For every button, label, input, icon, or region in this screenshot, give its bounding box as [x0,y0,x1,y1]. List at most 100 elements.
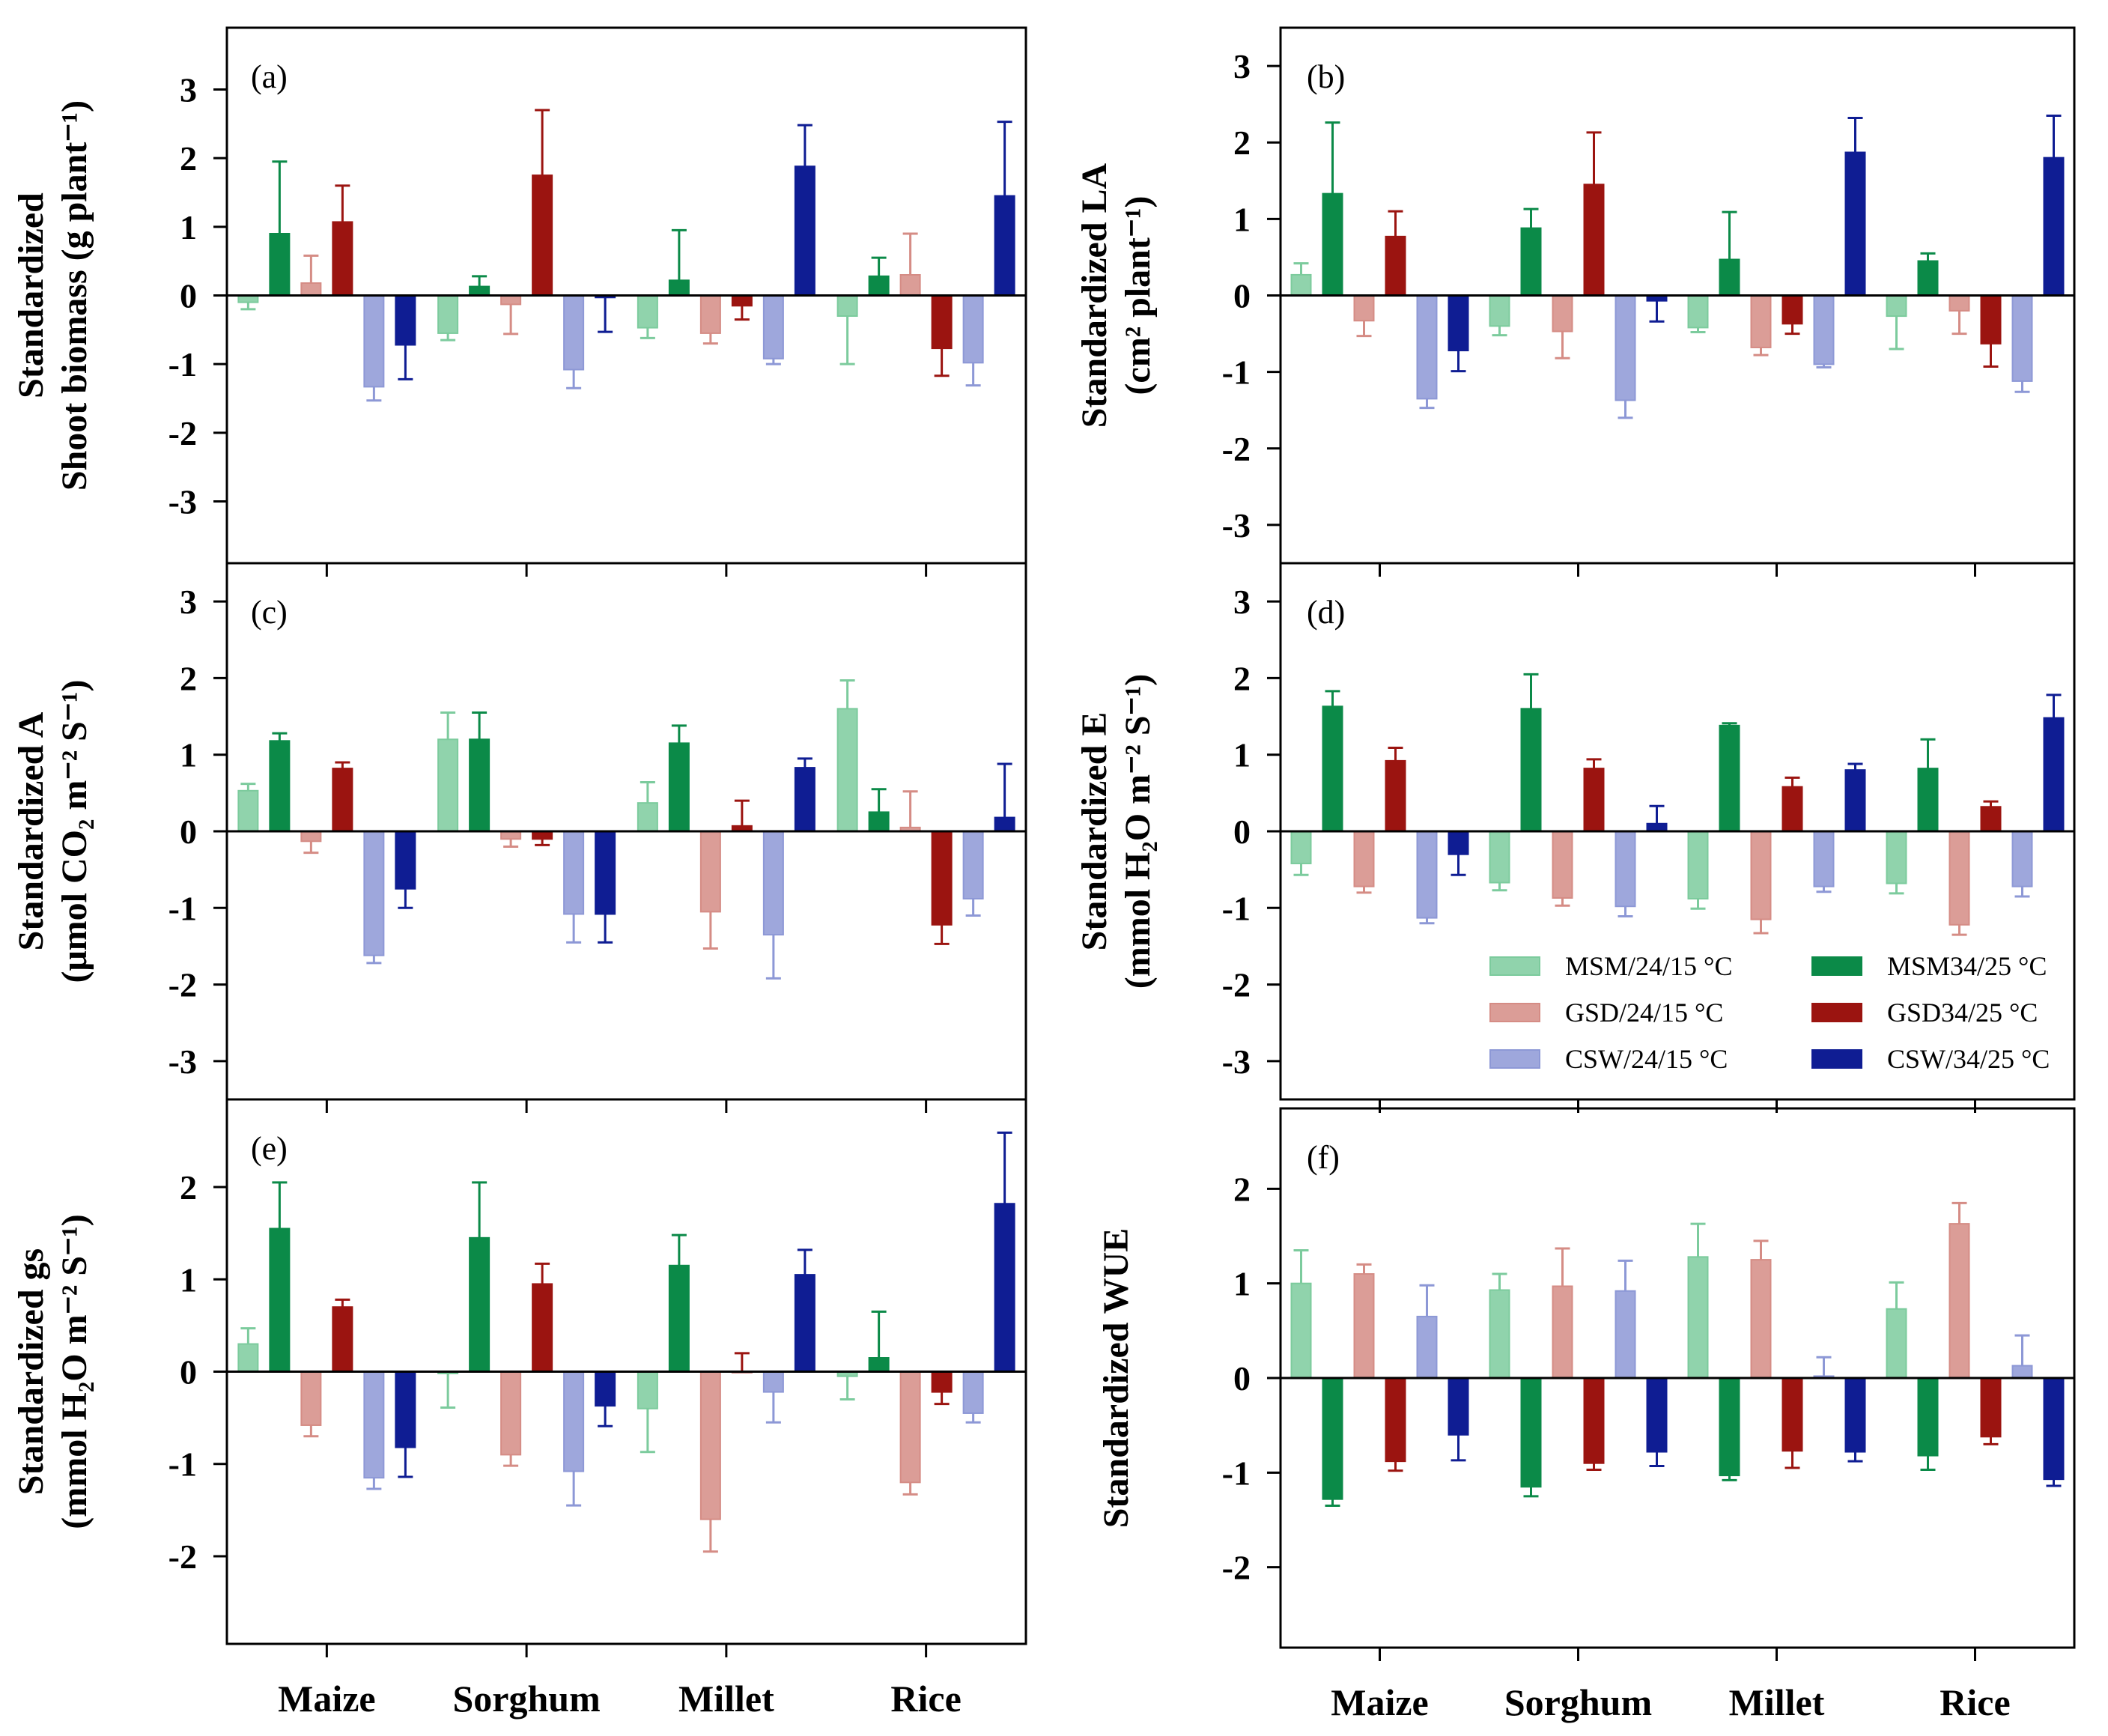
bar-c-csw-24-15-c-millet [762,831,784,936]
legend-swatch [1811,956,1862,976]
panel-tag: (e) [251,1130,288,1167]
bar-c-msm-24-15-c-maize [237,789,259,833]
bar-d-msm-24-15-c-maize [1290,831,1312,864]
bar-b-msm-24-15-c-sorghum [1489,294,1510,327]
y-tick-label: -3 [1222,1042,1251,1081]
y-tick-label: 3 [180,583,197,621]
y-tick-label: -3 [1222,506,1251,544]
category-label-rice: Rice [1940,1681,2010,1723]
bar-c-csw-24-15-c-rice [962,831,984,900]
bar-b-gsd34-25-c-sorghum [1583,183,1605,297]
bar-d-gsd-24-15-c-sorghum [1552,831,1573,899]
y-tick-label: 2 [180,139,197,177]
legend-label: MSM/24/15 °C [1565,951,1732,981]
bar-e-msm34-25-c-maize [269,1227,291,1373]
bar-f-gsd-24-15-c-maize [1353,1273,1375,1379]
bar-d-msm-24-15-c-sorghum [1489,831,1510,884]
y-axis-label-line: (cm² plant⁻¹) [1118,195,1158,395]
bar-f-gsd34-25-c-sorghum [1583,1377,1605,1464]
panel-a: -3 -2 -1 0 1 2 3 (a) Standardized Shoot biomass (… [11,26,1027,577]
bar-d-csw-34-25-c-sorghum [1646,822,1668,833]
bar-f-msm-24-15-c-rice [1886,1308,1907,1379]
panel-tag: (d) [1307,594,1345,631]
bar-e-msm-24-15-c-maize [237,1343,259,1373]
bar-a-gsd34-25-c-sorghum [532,174,553,297]
y-tick-label: 3 [1233,47,1251,85]
bar-b-msm-24-15-c-rice [1886,294,1907,318]
y-tick-label: -1 [1222,1454,1251,1492]
bar-d-gsd-24-15-c-maize [1353,831,1375,887]
y-axis-label-line: Standardized A [11,711,51,950]
y-tick-label: -1 [1222,889,1251,927]
bar-c-csw-34-25-c-maize [395,831,416,890]
bar-f-msm34-25-c-rice [1917,1377,1939,1457]
bar-d-gsd34-25-c-millet [1782,786,1803,833]
y-tick-label: 2 [1233,659,1251,697]
y-tick-label: 0 [180,813,197,851]
bar-d-gsd34-25-c-maize [1385,759,1406,833]
bar-a-gsd-24-15-c-rice [899,274,921,297]
bar-f-msm34-25-c-maize [1322,1377,1343,1500]
bar-f-gsd34-25-c-millet [1782,1377,1803,1452]
y-axis-label: Standardized E (mmol H₂O m⁻² S⁻¹) [1075,674,1158,989]
bar-c-msm-24-15-c-sorghum [437,738,459,832]
bar-a-csw-34-25-c-millet [794,166,815,297]
bar-b-csw-34-25-c-rice [2043,157,2065,297]
bar-c-msm34-25-c-maize [269,740,291,832]
y-tick-label: 0 [180,1353,197,1391]
bar-b-csw-34-25-c-millet [1844,151,1866,297]
bar-a-gsd34-25-c-maize [332,221,353,297]
bar-f-msm-24-15-c-sorghum [1489,1289,1510,1380]
bar-e-msm34-25-c-millet [668,1264,690,1373]
bar-b-csw-24-15-c-millet [1813,294,1835,365]
bar-b-csw-24-15-c-sorghum [1615,294,1636,401]
y-tick-label: 1 [1233,736,1251,774]
legend-label: CSW/34/25 °C [1887,1044,2050,1074]
category-label-sorghum: Sorghum [452,1678,600,1720]
bar-b-gsd-24-15-c-maize [1353,294,1375,322]
bar-b-gsd34-25-c-rice [1980,294,2002,345]
bar-e-csw-24-15-c-maize [363,1371,385,1479]
panel-tag: (f) [1307,1139,1340,1176]
legend-label: MSM34/25 °C [1887,951,2047,981]
bar-a-msm-24-15-c-rice [836,294,858,317]
bar-f-msm-24-15-c-maize [1290,1282,1312,1379]
bar-b-msm34-25-c-millet [1719,258,1740,297]
bar-c-msm-24-15-c-rice [836,708,858,832]
bar-a-csw-24-15-c-sorghum [563,294,585,371]
bar-f-csw-34-25-c-maize [1448,1377,1469,1436]
bar-c-csw-24-15-c-sorghum [563,831,585,915]
bar-f-csw-24-15-c-maize [1416,1315,1438,1380]
legend-swatch [1811,1003,1862,1022]
bar-f-gsd-24-15-c-sorghum [1552,1285,1573,1379]
bar-d-csw-34-25-c-millet [1844,769,1866,832]
y-tick-label: 1 [180,208,197,246]
bar-b-msm34-25-c-rice [1917,260,1939,297]
bar-f-csw-34-25-c-sorghum [1646,1377,1668,1453]
bar-d-msm-24-15-c-rice [1886,831,1907,884]
category-label-maize: Maize [1331,1681,1428,1723]
y-axis-label-line: Standardized E [1075,712,1114,951]
bar-e-gsd-24-15-c-maize [300,1371,322,1426]
bar-f-gsd-24-15-c-rice [1948,1223,1970,1379]
legend-swatch [1489,1049,1540,1069]
bar-b-msm-24-15-c-millet [1687,294,1709,329]
y-tick-label: -2 [1222,1549,1251,1587]
bar-c-msm34-25-c-rice [868,811,890,833]
bar-c-gsd-24-15-c-sorghum [500,831,522,840]
y-tick-label: 0 [1233,277,1251,315]
category-label-maize: Maize [278,1678,375,1720]
bar-e-csw-34-25-c-sorghum [595,1371,616,1407]
y-tick-label: -1 [168,345,197,383]
bar-e-csw-24-15-c-sorghum [563,1371,585,1472]
y-tick-label: -3 [168,1042,197,1081]
bar-f-msm34-25-c-millet [1719,1377,1740,1477]
bar-a-msm34-25-c-rice [868,275,890,297]
y-axis-label-line: (mmol H₂O m⁻² S⁻¹) [55,1214,94,1529]
y-tick-label: 0 [180,277,197,315]
y-tick-label: 1 [180,736,197,774]
bar-c-csw-34-25-c-sorghum [595,831,616,915]
legend-swatch [1489,1003,1540,1022]
y-tick-label: 1 [1233,200,1251,238]
bar-c-gsd34-25-c-maize [332,768,353,833]
